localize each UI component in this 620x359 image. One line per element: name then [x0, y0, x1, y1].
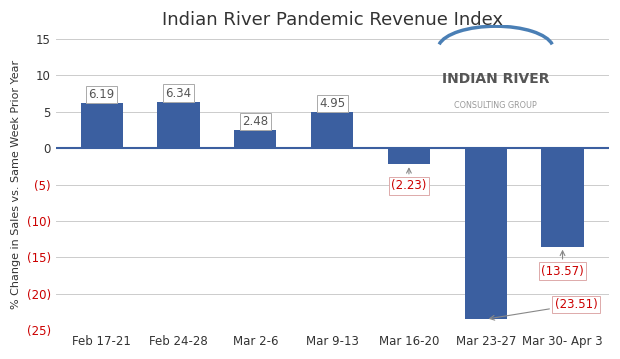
Bar: [234, 130, 277, 148]
Text: (13.57): (13.57): [541, 251, 584, 278]
Text: 4.95: 4.95: [319, 97, 345, 110]
Bar: [157, 102, 200, 148]
Text: 2.48: 2.48: [242, 115, 268, 128]
Y-axis label: % Change in Sales vs. Same Week Prior Year: % Change in Sales vs. Same Week Prior Ye…: [11, 60, 21, 309]
Text: (23.51): (23.51): [490, 298, 598, 320]
Text: 6.19: 6.19: [89, 88, 115, 101]
Title: Indian River Pandemic Revenue Index: Indian River Pandemic Revenue Index: [162, 11, 503, 29]
Text: INDIAN RIVER: INDIAN RIVER: [442, 72, 549, 86]
Bar: [541, 148, 583, 247]
Bar: [81, 103, 123, 148]
Text: 6.34: 6.34: [166, 87, 192, 100]
Text: (2.23): (2.23): [391, 168, 427, 192]
Text: CONSULTING GROUP: CONSULTING GROUP: [454, 101, 537, 111]
Bar: [464, 148, 507, 319]
Bar: [388, 148, 430, 164]
Bar: [311, 112, 353, 148]
